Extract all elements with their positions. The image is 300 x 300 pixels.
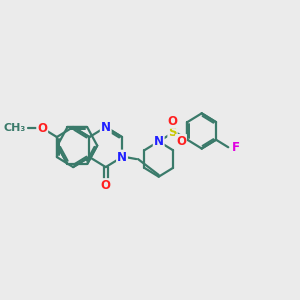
Text: N: N: [117, 151, 127, 164]
Text: N: N: [101, 121, 111, 134]
Text: O: O: [101, 179, 111, 192]
Text: O: O: [37, 122, 47, 134]
Text: N: N: [154, 135, 164, 148]
Text: O: O: [167, 115, 178, 128]
Text: O: O: [176, 135, 186, 148]
Text: CH₃: CH₃: [4, 123, 26, 133]
Text: F: F: [232, 141, 240, 154]
Text: S: S: [168, 126, 177, 140]
